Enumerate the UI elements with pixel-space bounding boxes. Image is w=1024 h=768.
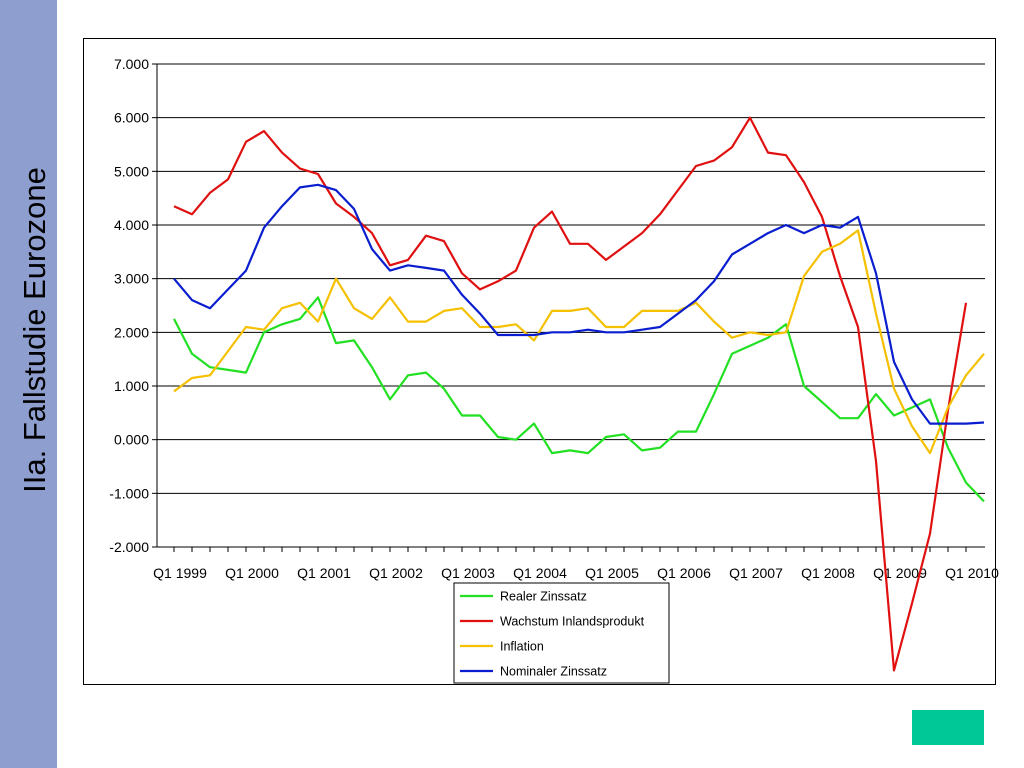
legend-label: Wachstum Inlandsprodukt — [500, 615, 645, 629]
y-tick-label: 4.000 — [114, 217, 149, 233]
series-line — [173, 296, 985, 503]
x-tick-label: Q1 2004 — [513, 565, 567, 581]
legend-label: Nominaler Zinssatz — [500, 665, 607, 679]
x-tick-label: Q1 2000 — [225, 565, 279, 581]
y-tick-label: 0.000 — [114, 432, 149, 448]
series-line — [173, 116, 968, 672]
y-tick-label: 7.000 — [114, 56, 149, 72]
x-tick-label: Q1 2001 — [297, 565, 351, 581]
x-tick-label: Q1 1999 — [153, 565, 207, 581]
y-tick-label: 5.000 — [114, 163, 149, 179]
y-tick-label: -1.000 — [109, 485, 149, 501]
x-tick-label: Q1 2006 — [657, 565, 711, 581]
chart-frame — [83, 38, 996, 685]
x-tick-label: Q1 2005 — [585, 565, 639, 581]
legend-label: Realer Zinssatz — [500, 590, 587, 604]
y-tick-label: 6.000 — [114, 110, 149, 126]
series-line — [173, 183, 985, 425]
y-tick-label: -2.000 — [109, 539, 149, 555]
y-tick-label: 1.000 — [114, 378, 149, 394]
legend-box — [453, 582, 670, 684]
x-tick-label: Q1 2003 — [441, 565, 495, 581]
side-band — [0, 0, 57, 768]
y-tick-label: 3.000 — [114, 271, 149, 287]
y-tick-label: 2.000 — [114, 324, 149, 340]
x-tick-label: Q1 2010 — [945, 565, 999, 581]
x-tick-label: Q1 2002 — [369, 565, 423, 581]
series-line — [173, 229, 985, 455]
legend: Realer Zinssatz Wachstum Inlandsprodukt In… — [453, 582, 670, 684]
legend-label: Inflation — [500, 640, 544, 654]
x-tick-label: Q1 2007 — [729, 565, 783, 581]
x-tick-label: Q1 2008 — [801, 565, 855, 581]
accent-box — [912, 710, 984, 745]
